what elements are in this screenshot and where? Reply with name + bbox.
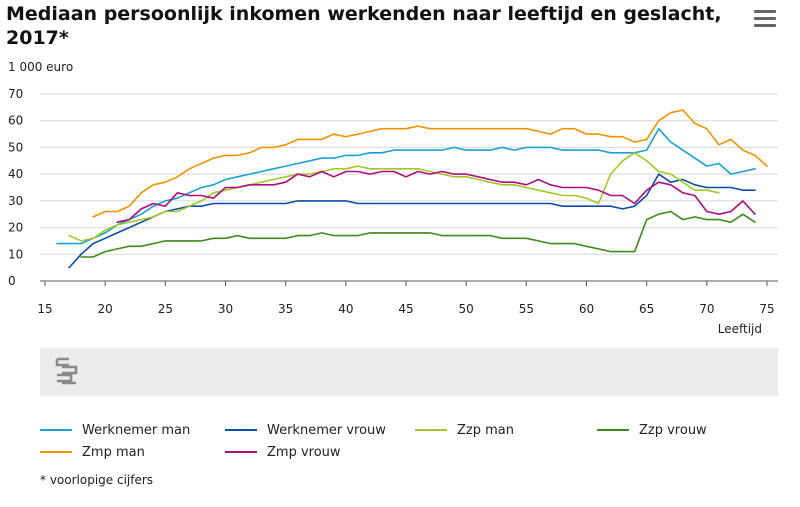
- x-tick-label: 60: [579, 302, 594, 316]
- legend-label: Werknemer vrouw: [267, 422, 386, 438]
- source-logo-bar: [40, 348, 778, 396]
- y-tick-label: 40: [8, 167, 23, 181]
- x-tick-label: 70: [699, 302, 714, 316]
- y-tick-label: 10: [8, 247, 23, 261]
- footnote: * voorlopige cijfers: [40, 473, 154, 487]
- legend-label: Zzp vrouw: [639, 422, 707, 438]
- legend-item-werknemer-man[interactable]: Werknemer man: [40, 420, 190, 440]
- chart-title: Mediaan persoonlijk inkomen werkenden na…: [6, 3, 722, 49]
- x-tick-label: 15: [37, 302, 52, 316]
- x-tick-label: 55: [519, 302, 534, 316]
- y-tick-label: 70: [8, 87, 23, 101]
- hamburger-menu-icon[interactable]: [754, 10, 776, 30]
- x-tick-label: 45: [398, 302, 413, 316]
- legend-item-zmp-man[interactable]: Zmp man: [40, 442, 145, 462]
- legend-label: Werknemer man: [82, 422, 191, 438]
- series-line-zmp-vrouw[interactable]: [116, 170, 756, 223]
- legend-swatch: [40, 451, 72, 453]
- x-tick-label: 25: [158, 302, 173, 316]
- series-line-zmp-man[interactable]: [92, 109, 768, 218]
- y-tick-label: 50: [8, 140, 23, 154]
- x-tick-label: 40: [338, 302, 353, 316]
- legend-swatch: [597, 429, 629, 431]
- legend-label: Zmp vrouw: [267, 444, 341, 460]
- legend-swatch: [225, 429, 257, 431]
- series-line-werknemer-man[interactable]: [56, 127, 756, 245]
- legend-swatch: [40, 429, 72, 431]
- legend-swatch: [415, 429, 447, 431]
- y-tick-label: 30: [8, 194, 23, 208]
- line-chart: 0 10 20 30 40 50 60 70 15 20 25 30 35 40 45 50 55 60 65 70 7…: [8, 87, 778, 336]
- x-tick-label: 20: [98, 302, 113, 316]
- x-tick-label: 75: [759, 302, 774, 316]
- y-axis-label: 1 000 euro: [8, 60, 74, 74]
- x-tick-label: 50: [459, 302, 474, 316]
- y-tick-label: 0: [8, 274, 16, 288]
- legend-label: Zzp man: [457, 422, 514, 438]
- series-line-zzp-vrouw[interactable]: [80, 210, 756, 258]
- cbs-logo-icon: [53, 356, 81, 388]
- legend-label: Zmp man: [82, 444, 145, 460]
- x-tick-label: 35: [278, 302, 293, 316]
- series-line-zzp-man[interactable]: [68, 152, 720, 242]
- y-tick-label: 20: [8, 221, 23, 235]
- y-tick-label: 60: [8, 114, 23, 128]
- series-line-werknemer-vrouw[interactable]: [68, 173, 756, 269]
- legend-swatch: [225, 451, 257, 453]
- legend-item-zzp-man[interactable]: Zzp man: [415, 420, 514, 440]
- x-axis-label: Leeftijd: [718, 322, 762, 336]
- x-tick-label: 65: [639, 302, 654, 316]
- legend-item-zzp-vrouw[interactable]: Zzp vrouw: [597, 420, 707, 440]
- legend-item-werknemer-vrouw[interactable]: Werknemer vrouw: [225, 420, 386, 440]
- x-tick-label: 30: [218, 302, 233, 316]
- legend-item-zmp-vrouw[interactable]: Zmp vrouw: [225, 442, 341, 462]
